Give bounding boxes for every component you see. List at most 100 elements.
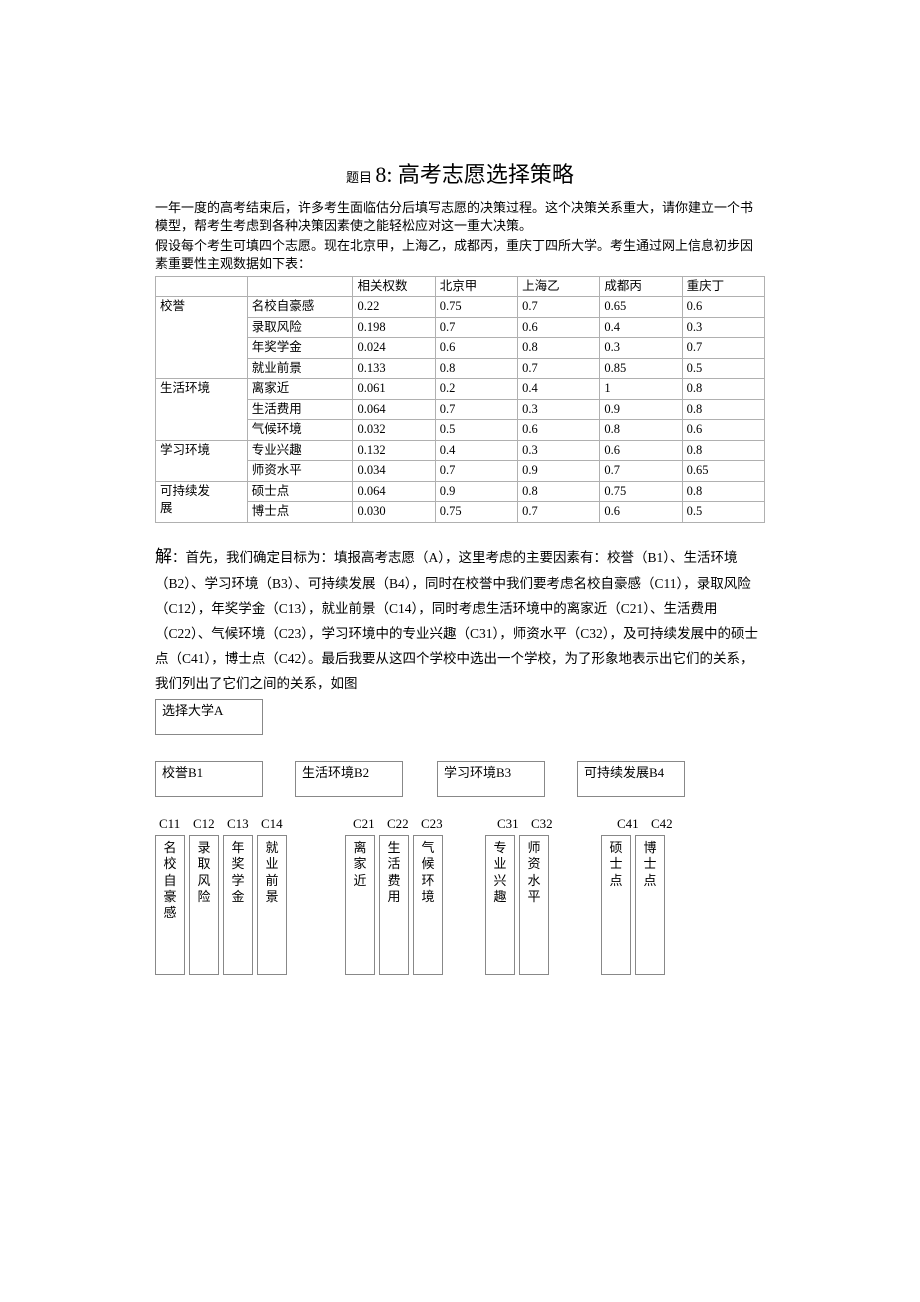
- table-cell: 0.024: [353, 338, 435, 359]
- table-cell: 0.6: [682, 297, 764, 318]
- table-cell: 离家近: [247, 379, 353, 400]
- table-row: 就业前景0.1330.80.70.850.5: [156, 358, 765, 379]
- table-cell: 0.030: [353, 502, 435, 523]
- table-header-cell: 相关权数: [353, 276, 435, 297]
- box-subcriterion-c: 就业前景: [257, 835, 287, 975]
- table-cell: 气候环境: [247, 420, 353, 441]
- box-goal-a: 选择大学A: [155, 699, 263, 735]
- diagram-level-c-labels: C11C12C13C14C21C22C23C31C32C41C42: [155, 815, 765, 833]
- table-header-row: 相关权数北京甲上海乙成都丙重庆丁: [156, 276, 765, 297]
- table-cell: 1: [600, 379, 682, 400]
- criteria-table: 相关权数北京甲上海乙成都丙重庆丁校誉名校自豪感0.220.750.70.650.…: [155, 276, 765, 523]
- table-cell: 生活费用: [247, 399, 353, 420]
- box-subcriterion-c: 气候环境: [413, 835, 443, 975]
- intro-paragraph-2: 假设每个考生可填四个志愿。现在北京甲，上海乙，成都丙，重庆丁四所大学。考生通过网…: [155, 237, 765, 273]
- table-category-cell: 学习环境: [156, 440, 248, 481]
- table-cell: 0.2: [435, 379, 517, 400]
- box-subcriterion-c: 专业兴趣: [485, 835, 515, 975]
- table-cell: 0.85: [600, 358, 682, 379]
- box-criterion-b: 可持续发展B4: [577, 761, 685, 797]
- table-row: 博士点0.0300.750.70.60.5: [156, 502, 765, 523]
- table-cell: 0.75: [600, 481, 682, 502]
- table-cell: 0.7: [435, 317, 517, 338]
- solution-body: ：首先，我们确定目标为：填报高考志愿（A），这里考虑的主要因素有：校誉（B1）、…: [155, 550, 758, 691]
- c-label: C31: [497, 815, 531, 833]
- table-header-cell: 成都丙: [600, 276, 682, 297]
- table-cell: 0.8: [435, 358, 517, 379]
- hierarchy-diagram: 选择大学A 校誉B1生活环境B2学习环境B3可持续发展B4 C11C12C13C…: [155, 699, 765, 975]
- table-cell: 0.3: [518, 440, 600, 461]
- table-cell: 0.3: [518, 399, 600, 420]
- table-cell: 0.8: [518, 338, 600, 359]
- table-cell: 0.6: [518, 420, 600, 441]
- title-prefix: 题目: [346, 170, 372, 185]
- table-cell: 0.9: [518, 461, 600, 482]
- table-cell: 0.8: [518, 481, 600, 502]
- table-cell: 0.064: [353, 481, 435, 502]
- c-label: C14: [261, 815, 295, 833]
- c-label: C21: [353, 815, 387, 833]
- table-cell: 0.6: [518, 317, 600, 338]
- table-header-cell: [247, 276, 353, 297]
- diagram-level-c: 名校自豪感录取风险年奖学金就业前景离家近生活费用气候环境专业兴趣师资水平硕士点博…: [155, 835, 765, 975]
- c-label: C22: [387, 815, 421, 833]
- table-cell: 0.6: [600, 502, 682, 523]
- box-criterion-b: 生活环境B2: [295, 761, 403, 797]
- table-header-cell: [156, 276, 248, 297]
- table-row: 录取风险0.1980.70.60.40.3: [156, 317, 765, 338]
- table-cell: 0.7: [600, 461, 682, 482]
- box-subcriterion-c: 生活费用: [379, 835, 409, 975]
- table-cell: 0.8: [682, 379, 764, 400]
- table-header-cell: 重庆丁: [682, 276, 764, 297]
- c-label: C13: [227, 815, 261, 833]
- table-cell: 0.8: [600, 420, 682, 441]
- table-cell: 0.5: [682, 502, 764, 523]
- table-cell: 0.034: [353, 461, 435, 482]
- table-category-cell: 可持续发展: [156, 481, 248, 522]
- table-row: 气候环境0.0320.50.60.80.6: [156, 420, 765, 441]
- table-cell: 0.65: [682, 461, 764, 482]
- box-subcriterion-c: 录取风险: [189, 835, 219, 975]
- table-cell: 0.7: [682, 338, 764, 359]
- table-cell: 博士点: [247, 502, 353, 523]
- page-title: 题目 8: 高考志愿选择策略: [155, 160, 765, 191]
- table-cell: 0.6: [682, 420, 764, 441]
- table-cell: 0.7: [435, 399, 517, 420]
- table-cell: 0.032: [353, 420, 435, 441]
- table-row: 校誉名校自豪感0.220.750.70.650.6: [156, 297, 765, 318]
- table-header-cell: 北京甲: [435, 276, 517, 297]
- table-cell: 0.4: [435, 440, 517, 461]
- diagram-level-b: 校誉B1生活环境B2学习环境B3可持续发展B4: [155, 761, 765, 797]
- c-label: C23: [421, 815, 455, 833]
- table-cell: 师资水平: [247, 461, 353, 482]
- box-criterion-b: 校誉B1: [155, 761, 263, 797]
- box-subcriterion-c: 名校自豪感: [155, 835, 185, 975]
- c-label: C32: [531, 815, 565, 833]
- table-cell: 录取风险: [247, 317, 353, 338]
- table-row: 学习环境专业兴趣0.1320.40.30.60.8: [156, 440, 765, 461]
- table-cell: 0.6: [600, 440, 682, 461]
- intro-paragraph-1: 一年一度的高考结束后，许多考生面临估分后填写志愿的决策过程。这个决策关系重大，请…: [155, 199, 765, 235]
- table-cell: 0.7: [518, 502, 600, 523]
- c-label: C12: [193, 815, 227, 833]
- table-cell: 0.8: [682, 440, 764, 461]
- c-label: C11: [159, 815, 193, 833]
- table-cell: 0.9: [435, 481, 517, 502]
- table-cell: 0.8: [682, 399, 764, 420]
- table-cell: 0.3: [600, 338, 682, 359]
- c-label: C41: [617, 815, 651, 833]
- table-cell: 0.22: [353, 297, 435, 318]
- table-cell: 0.4: [600, 317, 682, 338]
- table-cell: 0.75: [435, 297, 517, 318]
- table-cell: 0.7: [518, 358, 600, 379]
- title-main: 8: 高考志愿选择策略: [375, 162, 574, 187]
- table-cell: 0.133: [353, 358, 435, 379]
- box-subcriterion-c: 离家近: [345, 835, 375, 975]
- solution-lead: 解: [155, 547, 172, 566]
- box-subcriterion-c: 硕士点: [601, 835, 631, 975]
- box-subcriterion-c: 年奖学金: [223, 835, 253, 975]
- table-row: 师资水平0.0340.70.90.70.65: [156, 461, 765, 482]
- table-row: 可持续发展硕士点0.0640.90.80.750.8: [156, 481, 765, 502]
- table-cell: 0.7: [518, 297, 600, 318]
- table-cell: 0.064: [353, 399, 435, 420]
